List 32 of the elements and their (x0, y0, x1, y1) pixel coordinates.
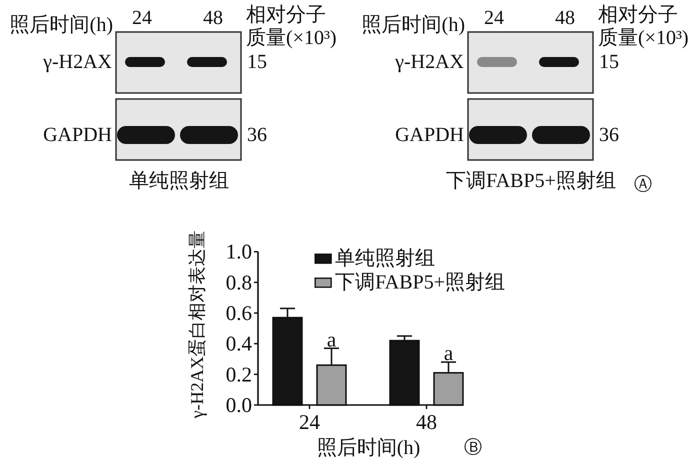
annotation: a (444, 341, 454, 366)
text: 24 (484, 7, 504, 29)
text: 单纯照射组 (129, 170, 229, 192)
text: 24 (132, 7, 152, 29)
y-tick-label: 0.2 (226, 362, 252, 386)
text: Ⓐ (634, 174, 652, 194)
text: 照后时间(h) (10, 14, 113, 36)
text: 48 (555, 7, 575, 29)
x-axis-title: 照后时间(h) (316, 437, 420, 459)
text: GAPDH (43, 124, 112, 146)
text: 相对分子质量(×10³) (598, 4, 689, 49)
text: GAPDH (395, 124, 464, 146)
annotation: a (326, 327, 337, 352)
y-tick-label: 1.0 (226, 240, 252, 264)
text: 36 (599, 124, 619, 146)
text: 15 (247, 51, 267, 73)
text: γ-H2AX (394, 51, 465, 73)
text: 照后时间(h) (362, 14, 465, 36)
y-tick-label: 0.8 (226, 270, 252, 294)
text: 36 (247, 124, 267, 146)
text: 下调FABP5+照射组 (446, 170, 616, 192)
text: 48 (203, 7, 223, 29)
y-tick-label: 0.6 (226, 301, 252, 326)
text: 15 (599, 51, 619, 73)
y-axis-title: γ-H2AX蛋白相对表达量 (187, 230, 207, 420)
text: 相对分子质量(×10³) (246, 4, 337, 49)
legend-label: 单纯照射组 (335, 248, 436, 270)
y-tick-label: 0.4 (226, 332, 252, 356)
text: γ-H2AX (42, 51, 113, 73)
legend-label: 下调FABP5+照射组 (335, 272, 505, 294)
y-tick-label: 0.0 (226, 393, 252, 417)
text: Ⓑ (464, 437, 482, 457)
